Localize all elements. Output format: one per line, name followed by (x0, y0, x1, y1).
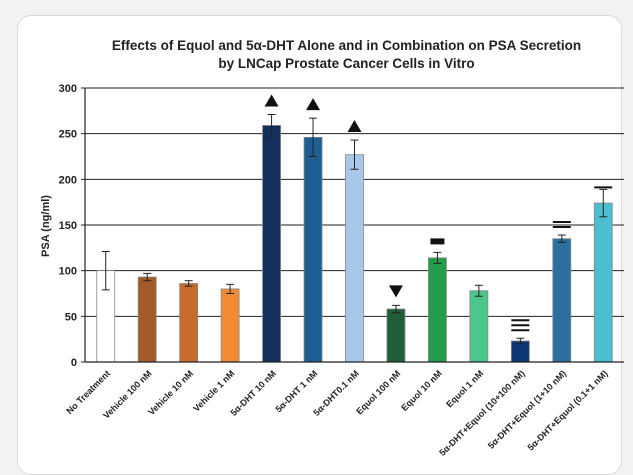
error-bar (433, 251, 442, 264)
error-bar (226, 283, 235, 294)
y-tick-label: 150 (59, 220, 77, 232)
error-bar (309, 117, 318, 157)
error-bar (391, 304, 400, 314)
error-bar (557, 234, 566, 243)
bar (303, 136, 323, 363)
error-bar (184, 280, 193, 287)
significance-marker-up (264, 94, 279, 107)
x-category-label: Vehicle 10 nM (146, 368, 195, 417)
error-bar (267, 113, 276, 137)
significance-marker-up (306, 98, 321, 111)
x-category-label: Vehicle 1 nM (191, 368, 236, 413)
bar (345, 154, 364, 363)
x-category-label: Equol 10 nM (399, 368, 444, 413)
bar (262, 125, 281, 363)
y-tick-label: 250 (59, 129, 77, 141)
bar (386, 308, 406, 363)
bar (220, 288, 240, 363)
bar (552, 238, 572, 363)
x-category-label: 5α-DHT+Equol (0.1+1 nM) (526, 368, 610, 452)
significance-marker-bars (552, 221, 571, 229)
significance-marker-up (347, 120, 362, 133)
x-category-label: Equol 100 nM (354, 368, 402, 416)
bar (593, 202, 613, 363)
x-category-label: 5α-DHT+Equol (1+10 nM) (486, 368, 568, 450)
y-tick-label: 0 (71, 357, 77, 369)
y-tick-label: 50 (65, 311, 77, 323)
x-category-label: 5α-DHT 1 nM (273, 368, 319, 414)
bar (469, 290, 489, 363)
error-bar (101, 250, 110, 291)
x-category-label: 5α-DHT+Equol (10+100 nM) (437, 368, 526, 457)
chart-title-line-1: Effects of Equol and 5α-DHT Alone and in… (111, 38, 582, 53)
y-tick-label: 300 (59, 83, 77, 95)
y-tick-label: 200 (59, 174, 77, 186)
chart-title: Effects of Equol and 5α-DHT Alone and in… (60, 37, 633, 73)
error-bar (474, 284, 483, 297)
y-axis-ticks: 0 50 100 150 200 250 300 (59, 83, 85, 369)
error-bar (516, 337, 525, 345)
x-category-label: Equol 1 nM (444, 368, 485, 409)
error-bar (143, 272, 152, 282)
significance-marker-bars (511, 319, 530, 332)
chart-title-line-2: by LNCap Prostate Cancer Cells in Vitro (218, 56, 475, 71)
y-tick-label: 100 (59, 266, 77, 278)
error-bar (599, 188, 608, 218)
axes (84, 88, 624, 363)
significance-marker-dash (430, 238, 445, 245)
error-bar (350, 139, 359, 170)
y-axis-label: PSA (ng/ml) (40, 195, 52, 257)
bars (96, 94, 613, 363)
bar (137, 276, 157, 363)
bar (179, 283, 199, 363)
bar (428, 257, 447, 363)
significance-marker-down (388, 285, 403, 298)
